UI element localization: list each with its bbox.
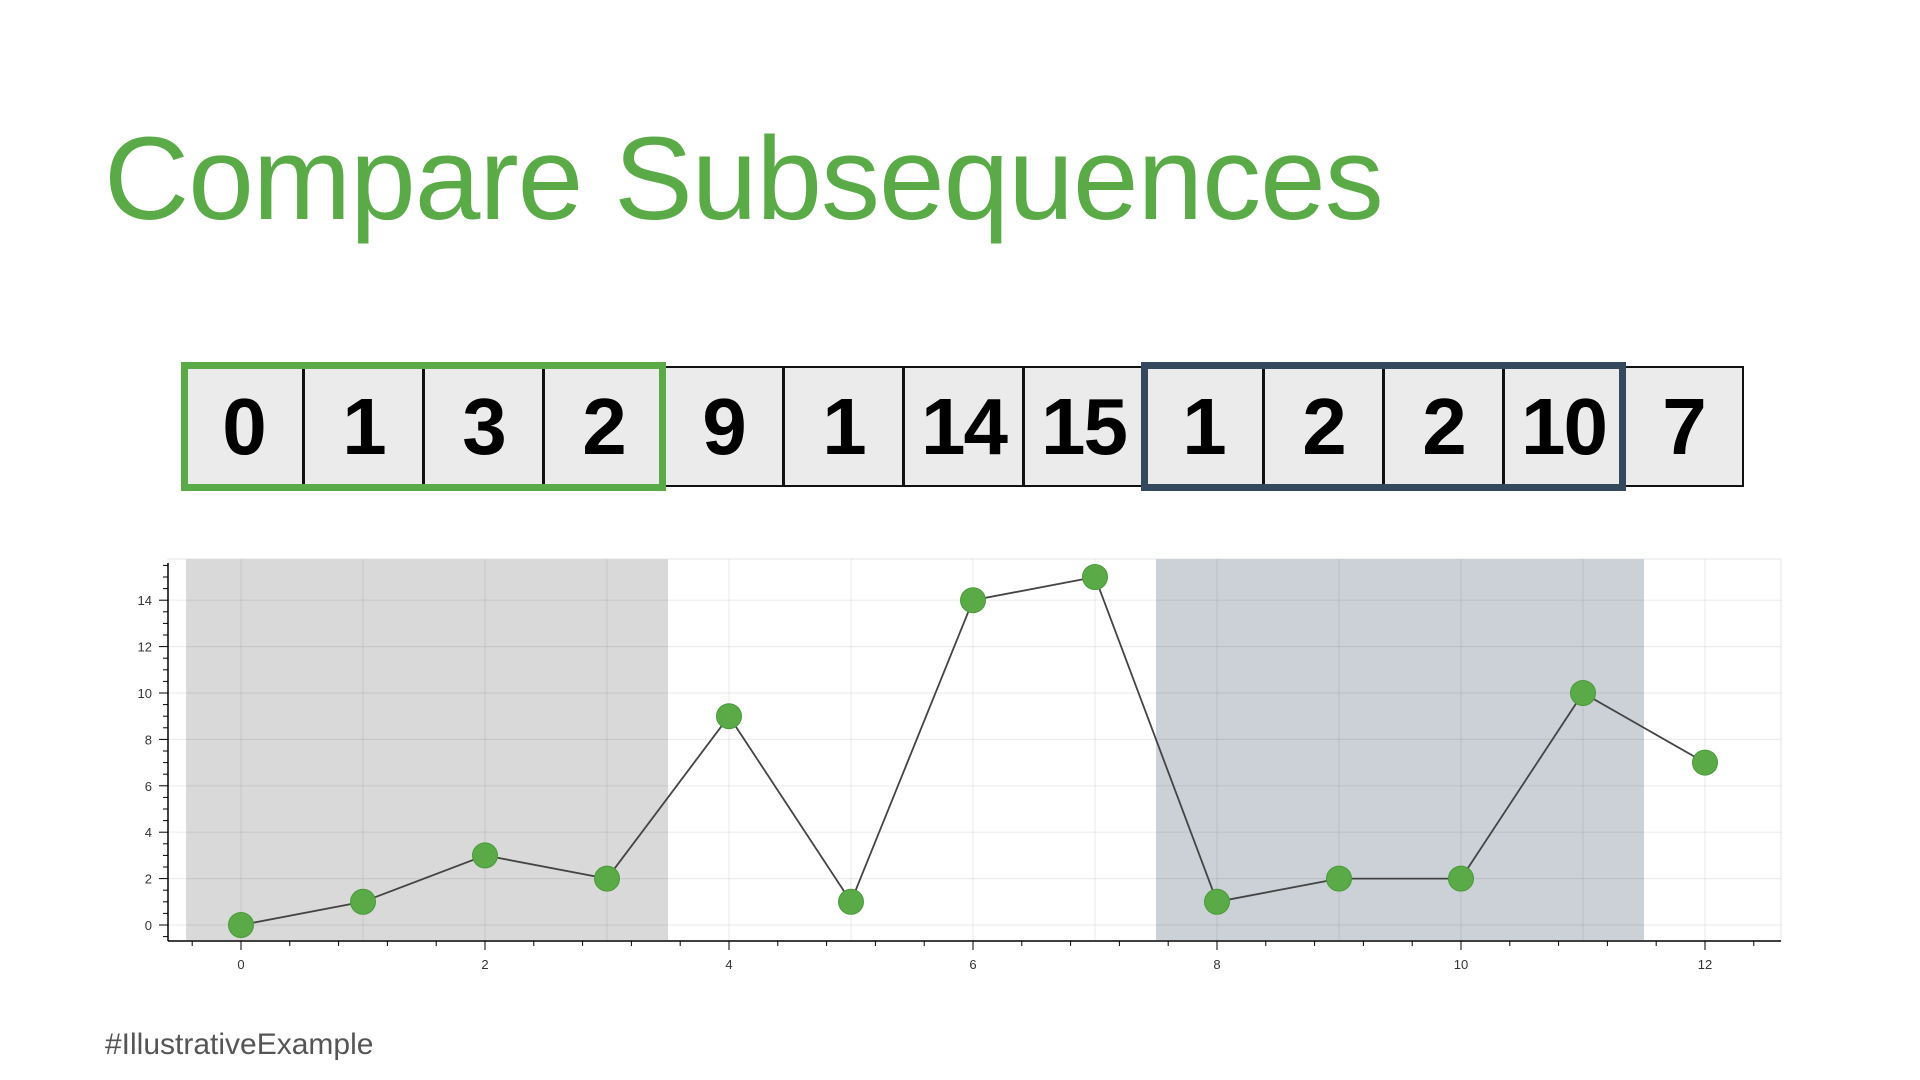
x-tick-label: 6 [969,957,976,972]
x-tick-label: 10 [1454,957,1468,972]
y-tick-label: 10 [138,686,152,701]
sequence-cell: 2 [1383,366,1504,487]
shaded-range [1156,559,1644,940]
x-tick-label: 8 [1213,957,1220,972]
data-point [838,888,864,915]
data-point [1326,865,1352,892]
y-tick-label: 8 [145,732,152,747]
subsequence-chart: 0 2 4 6 8 10 12 14 0 2 4 6 8 10 12 [138,558,1782,972]
data-point [716,703,742,730]
x-tick-label: 0 [237,957,244,972]
data-point [1204,888,1230,915]
data-point [350,888,376,915]
data-point [1692,749,1718,776]
data-point [960,587,986,614]
data-point [1570,680,1596,706]
y-tick-label: 14 [138,593,152,608]
sequence-cell: 1 [783,366,904,487]
sequence-cell: 9 [663,366,784,487]
sequence-cell: 15 [1023,366,1144,487]
y-tick-label: 6 [145,779,152,794]
slide-title: Compare Subsequences [104,113,1384,245]
sequence-cell: 0 [183,366,304,487]
data-point [1448,865,1474,892]
y-tick-label: 0 [145,918,152,933]
hashtag-footer: #IllustrativeExample [105,1028,374,1061]
x-tick-label: 4 [725,957,732,972]
x-tick-label: 2 [481,957,488,972]
y-tick-label: 2 [145,872,152,887]
data-point [472,842,498,869]
data-point [228,912,254,938]
data-point [1082,564,1108,590]
sequence-cell: 3 [423,366,544,487]
y-tick-label: 4 [145,825,152,840]
x-tick-label: 12 [1698,957,1712,972]
sequence-array: 0 1 3 2 9 1 14 15 1 2 2 10 7 [183,366,1744,487]
y-tick-label: 12 [138,640,152,655]
data-point [594,865,620,892]
sequence-cell: 7 [1623,366,1744,487]
